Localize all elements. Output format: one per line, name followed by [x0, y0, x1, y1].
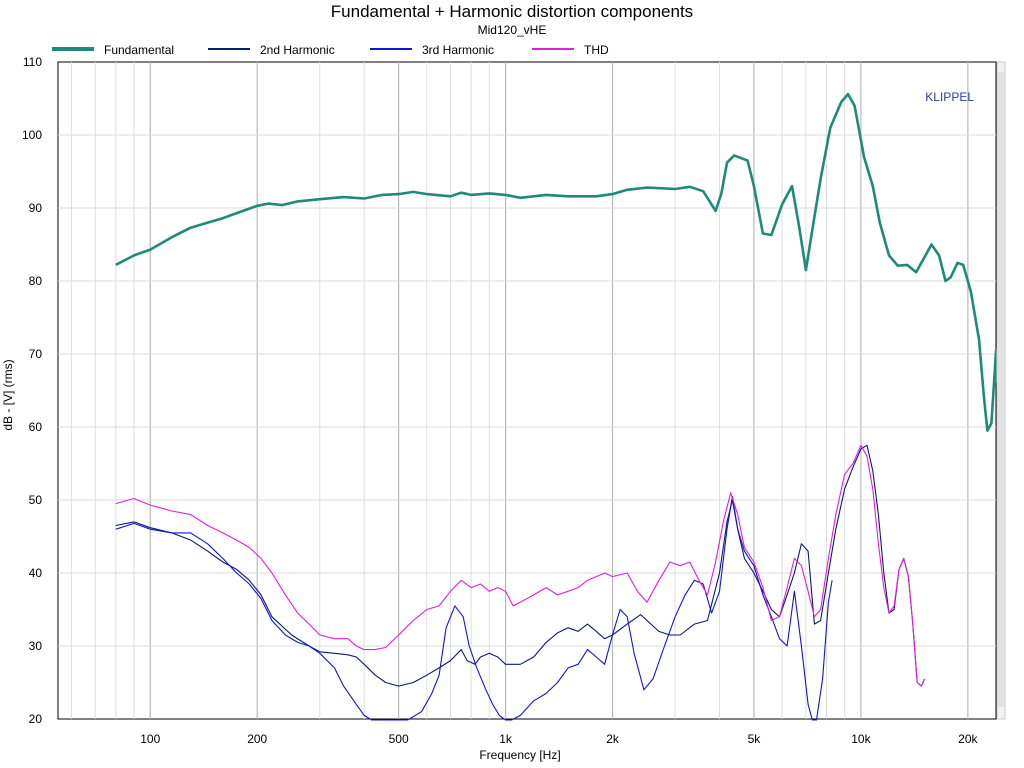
x-tick-label: 500 — [389, 732, 409, 746]
x-tick-label: 100 — [140, 732, 160, 746]
x-tick-labels: 100 200 500 1k 2k 5k 10k 20k — [140, 732, 978, 746]
y-tick-labels: 20 30 40 50 60 70 80 90 100 110 — [22, 55, 42, 726]
brand-label: KLIPPEL — [925, 90, 974, 104]
y-tick-label: 60 — [29, 420, 43, 434]
y-axis-label: dB - [V] (rms) — [1, 359, 15, 430]
y-tick-label: 30 — [29, 639, 43, 653]
x-tick-label: 200 — [247, 732, 267, 746]
legend: Fundamental 2nd Harmonic 3rd Harmonic THD — [52, 43, 609, 57]
series-line-fundamental — [115, 92, 998, 432]
y-tick-label: 80 — [29, 274, 43, 288]
legend-label-thd: THD — [584, 43, 609, 57]
x-tick-label: 2k — [606, 732, 620, 746]
x-tick-label: 10k — [851, 732, 871, 746]
legend-label-fundamental: Fundamental — [104, 43, 174, 57]
legend-label-3rd-harmonic: 3rd Harmonic — [422, 43, 494, 57]
y-tick-label: 70 — [29, 347, 43, 361]
y-tick-label: 40 — [29, 566, 43, 580]
y-tick-label: 100 — [22, 128, 42, 142]
x-tick-label: 1k — [499, 732, 513, 746]
y-tick-label: 20 — [29, 712, 43, 726]
x-tick-label: 5k — [748, 732, 762, 746]
series-line-thd — [115, 444, 926, 687]
scrollbar-thumb[interactable] — [998, 72, 1004, 707]
series-line-3rd-harmonic — [115, 495, 833, 721]
scrollbar[interactable] — [996, 61, 1006, 720]
x-tick-label: 20k — [958, 732, 978, 746]
plot-area — [57, 61, 997, 720]
chart-title: Fundamental + Harmonic distortion compon… — [331, 2, 693, 21]
y-tick-label: 90 — [29, 201, 43, 215]
legend-label-2nd-harmonic: 2nd Harmonic — [260, 43, 335, 57]
chart-subtitle: Mid120_vHE — [478, 23, 547, 37]
series-lines — [115, 92, 998, 721]
y-tick-label: 110 — [23, 55, 42, 69]
y-tick-label: 50 — [29, 493, 43, 507]
x-axis-label: Frequency [Hz] — [479, 748, 560, 762]
